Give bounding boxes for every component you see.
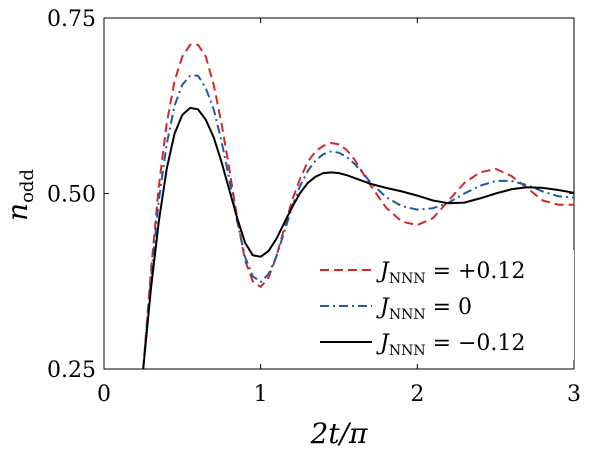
- y-tick-label: 0.75: [47, 7, 96, 32]
- x-tick-label: 1: [254, 382, 268, 407]
- legend: JNNN = +0.12 JNNN = 0 JNNN = −0.12: [314, 250, 574, 360]
- legend-label-1: JNNN = 0: [376, 295, 472, 323]
- x-tick-label: 3: [567, 382, 581, 407]
- x-axis-label: 2t/π: [310, 417, 369, 450]
- series-layer: [142, 43, 575, 370]
- series-line-1: [142, 74, 575, 370]
- y-axis-label: nodd: [1, 169, 38, 221]
- y-tick-label: 0.50: [47, 183, 96, 208]
- y-tick-label: 0.25: [47, 358, 96, 383]
- x-tick-label: 0: [97, 382, 111, 407]
- x-tick-label: 2: [410, 382, 424, 407]
- legend-label-2: JNNN = −0.12: [376, 331, 525, 359]
- series-line-2: [142, 106, 575, 370]
- legend-label-0: JNNN = +0.12: [376, 259, 525, 287]
- series-line-0: [142, 43, 574, 370]
- axis-ticks: 0 1 2 3 0.25 0.50 0.75: [47, 7, 581, 407]
